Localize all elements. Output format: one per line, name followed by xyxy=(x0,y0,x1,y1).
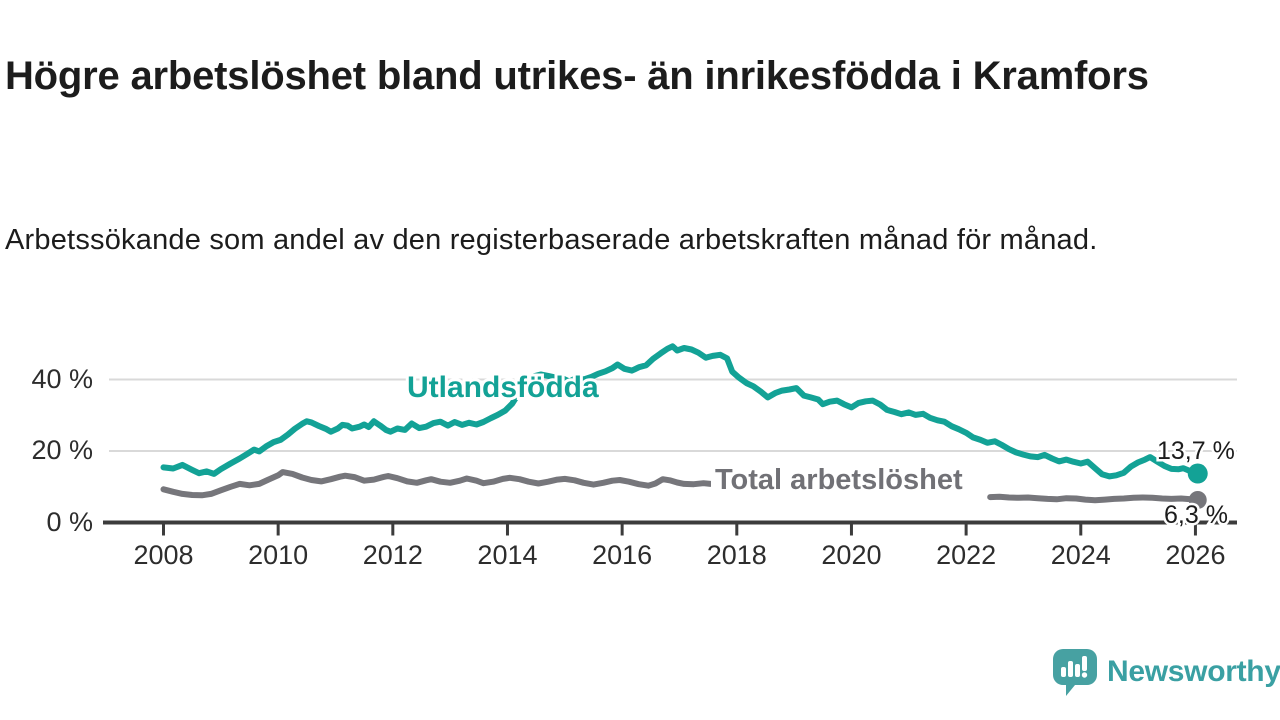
x-tick-label: 2016 xyxy=(592,540,653,570)
value-label-text: 13,7 % xyxy=(1157,437,1235,465)
newsworthy-logo: Newsworthy xyxy=(1052,646,1280,698)
y-tick-label: 0 % xyxy=(46,506,93,537)
x-tick-label: 2014 xyxy=(477,540,538,570)
x-tick-label: 2018 xyxy=(706,540,767,570)
logo-wordmark: Newsworthy xyxy=(1107,655,1280,688)
x-tick-label: 2010 xyxy=(248,540,309,570)
series-label-text: Total arbetslöshet xyxy=(715,464,963,496)
end-value-label-total: 6,3 % 6,3 % xyxy=(1162,499,1231,532)
y-tick-label: 20 % xyxy=(31,435,93,465)
y-tick-label: 40 % xyxy=(31,363,93,394)
x-tick-label: 2026 xyxy=(1165,540,1226,570)
speech-bubble-bar-chart-icon xyxy=(1053,648,1097,696)
x-tick-label: 2008 xyxy=(133,540,194,570)
page-title: Högre arbetslöshet bland utrikes- än inr… xyxy=(5,53,1149,98)
series-label-total: Total arbetslöshet xyxy=(711,462,967,499)
series-label-utlandsfodda: Utlandsfödda Utlandsfödda xyxy=(404,368,602,407)
series-label-text: Utlandsfödda xyxy=(407,371,599,404)
value-label-halo: 6,3 % xyxy=(1162,499,1231,532)
value-label-text: 6,3 % xyxy=(1164,501,1228,529)
x-tick-label: 2012 xyxy=(362,540,423,570)
x-tick-label: 2022 xyxy=(936,540,997,570)
x-tick-label: 2020 xyxy=(821,540,882,570)
x-tick-label: 2024 xyxy=(1050,540,1111,570)
chart-subtitle: Arbetssökande som andel av den registerb… xyxy=(5,224,1098,256)
end-value-label-utlandsfodda: 13,7 % 13,7 % xyxy=(1155,435,1238,468)
series-label-halo: Utlandsfödda xyxy=(404,368,602,407)
value-label-halo: 13,7 % xyxy=(1155,435,1238,468)
